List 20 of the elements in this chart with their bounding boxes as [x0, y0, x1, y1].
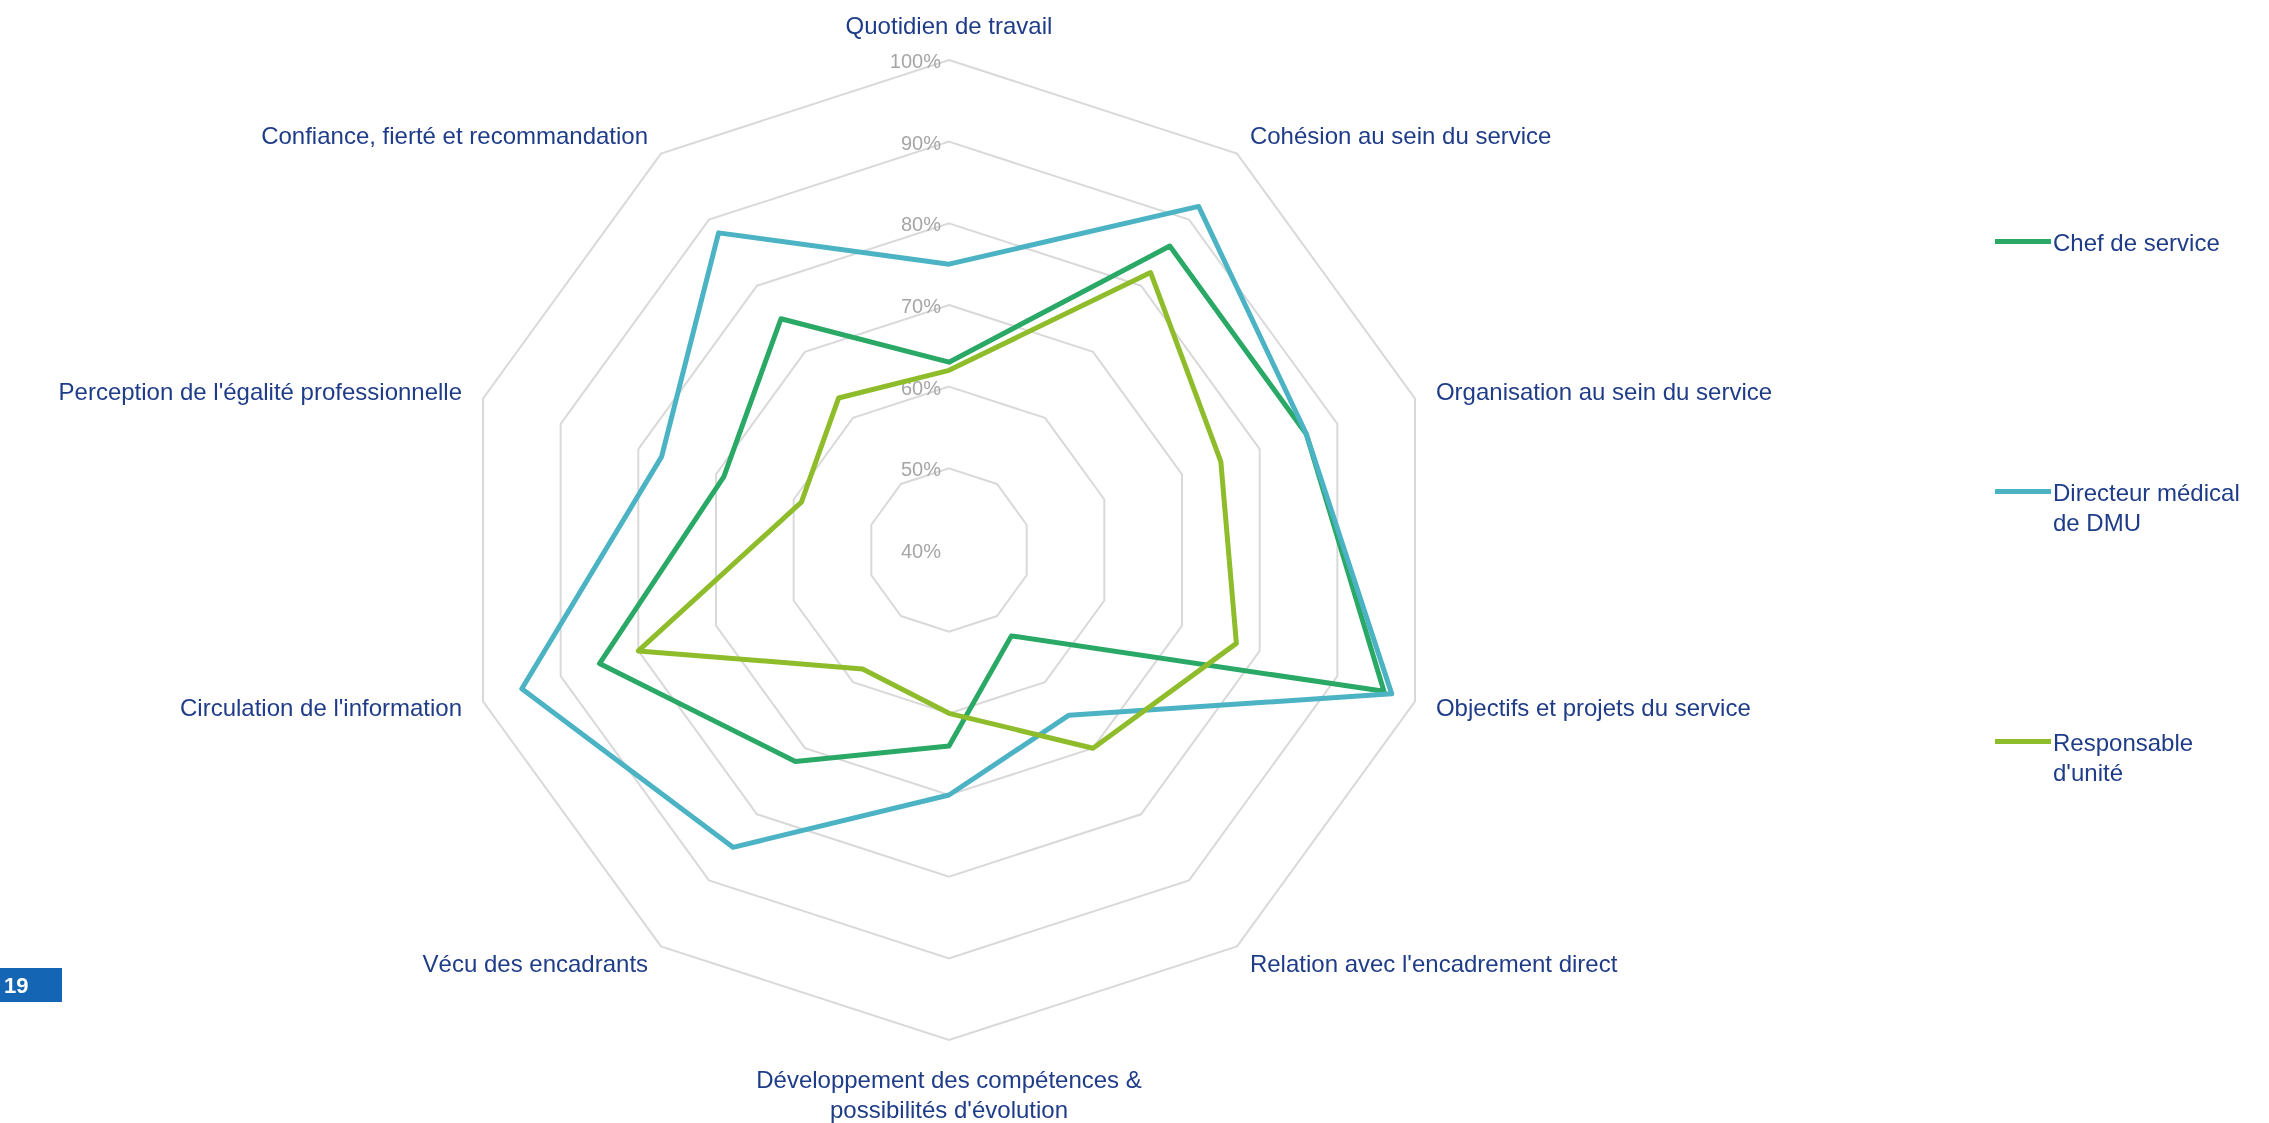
y-tick-label: 80%: [900, 213, 942, 236]
y-tick-label: 100%: [889, 50, 942, 72]
spoke-label: Développement des compétences & possibilités d'évolution: [756, 1066, 1142, 1123]
text: 19: [4, 973, 29, 998]
spoke-label: Perception de l'égalité professionnelle: [58, 377, 463, 405]
y-tick-label: 90%: [900, 131, 942, 154]
spoke-label: Confiance, fierté et recommandation: [261, 121, 649, 149]
spoke-label: Organisation au sein du service: [1435, 377, 1773, 405]
spoke-label: Objectifs et projets du service: [1435, 694, 1751, 722]
spoke-label: Circulation de l'information: [180, 694, 463, 722]
spoke-label: Cohésion au sein du service: [1249, 121, 1552, 149]
y-tick-label: 70%: [900, 295, 942, 317]
legend-label: Chef de service: [2053, 228, 2221, 258]
spoke-label: Quotidien de travail: [845, 12, 1053, 39]
legend-label: Directeur médical de DMU: [2053, 478, 2241, 538]
y-tick-label: 40%: [900, 540, 942, 562]
spoke-label: Vécu des encadrants: [422, 950, 649, 978]
y-tick-label: 50%: [900, 458, 942, 481]
spoke-label: Relation avec l'encadrement direct: [1249, 950, 1618, 978]
legend-label: Responsable d'unité: [2053, 728, 2195, 788]
